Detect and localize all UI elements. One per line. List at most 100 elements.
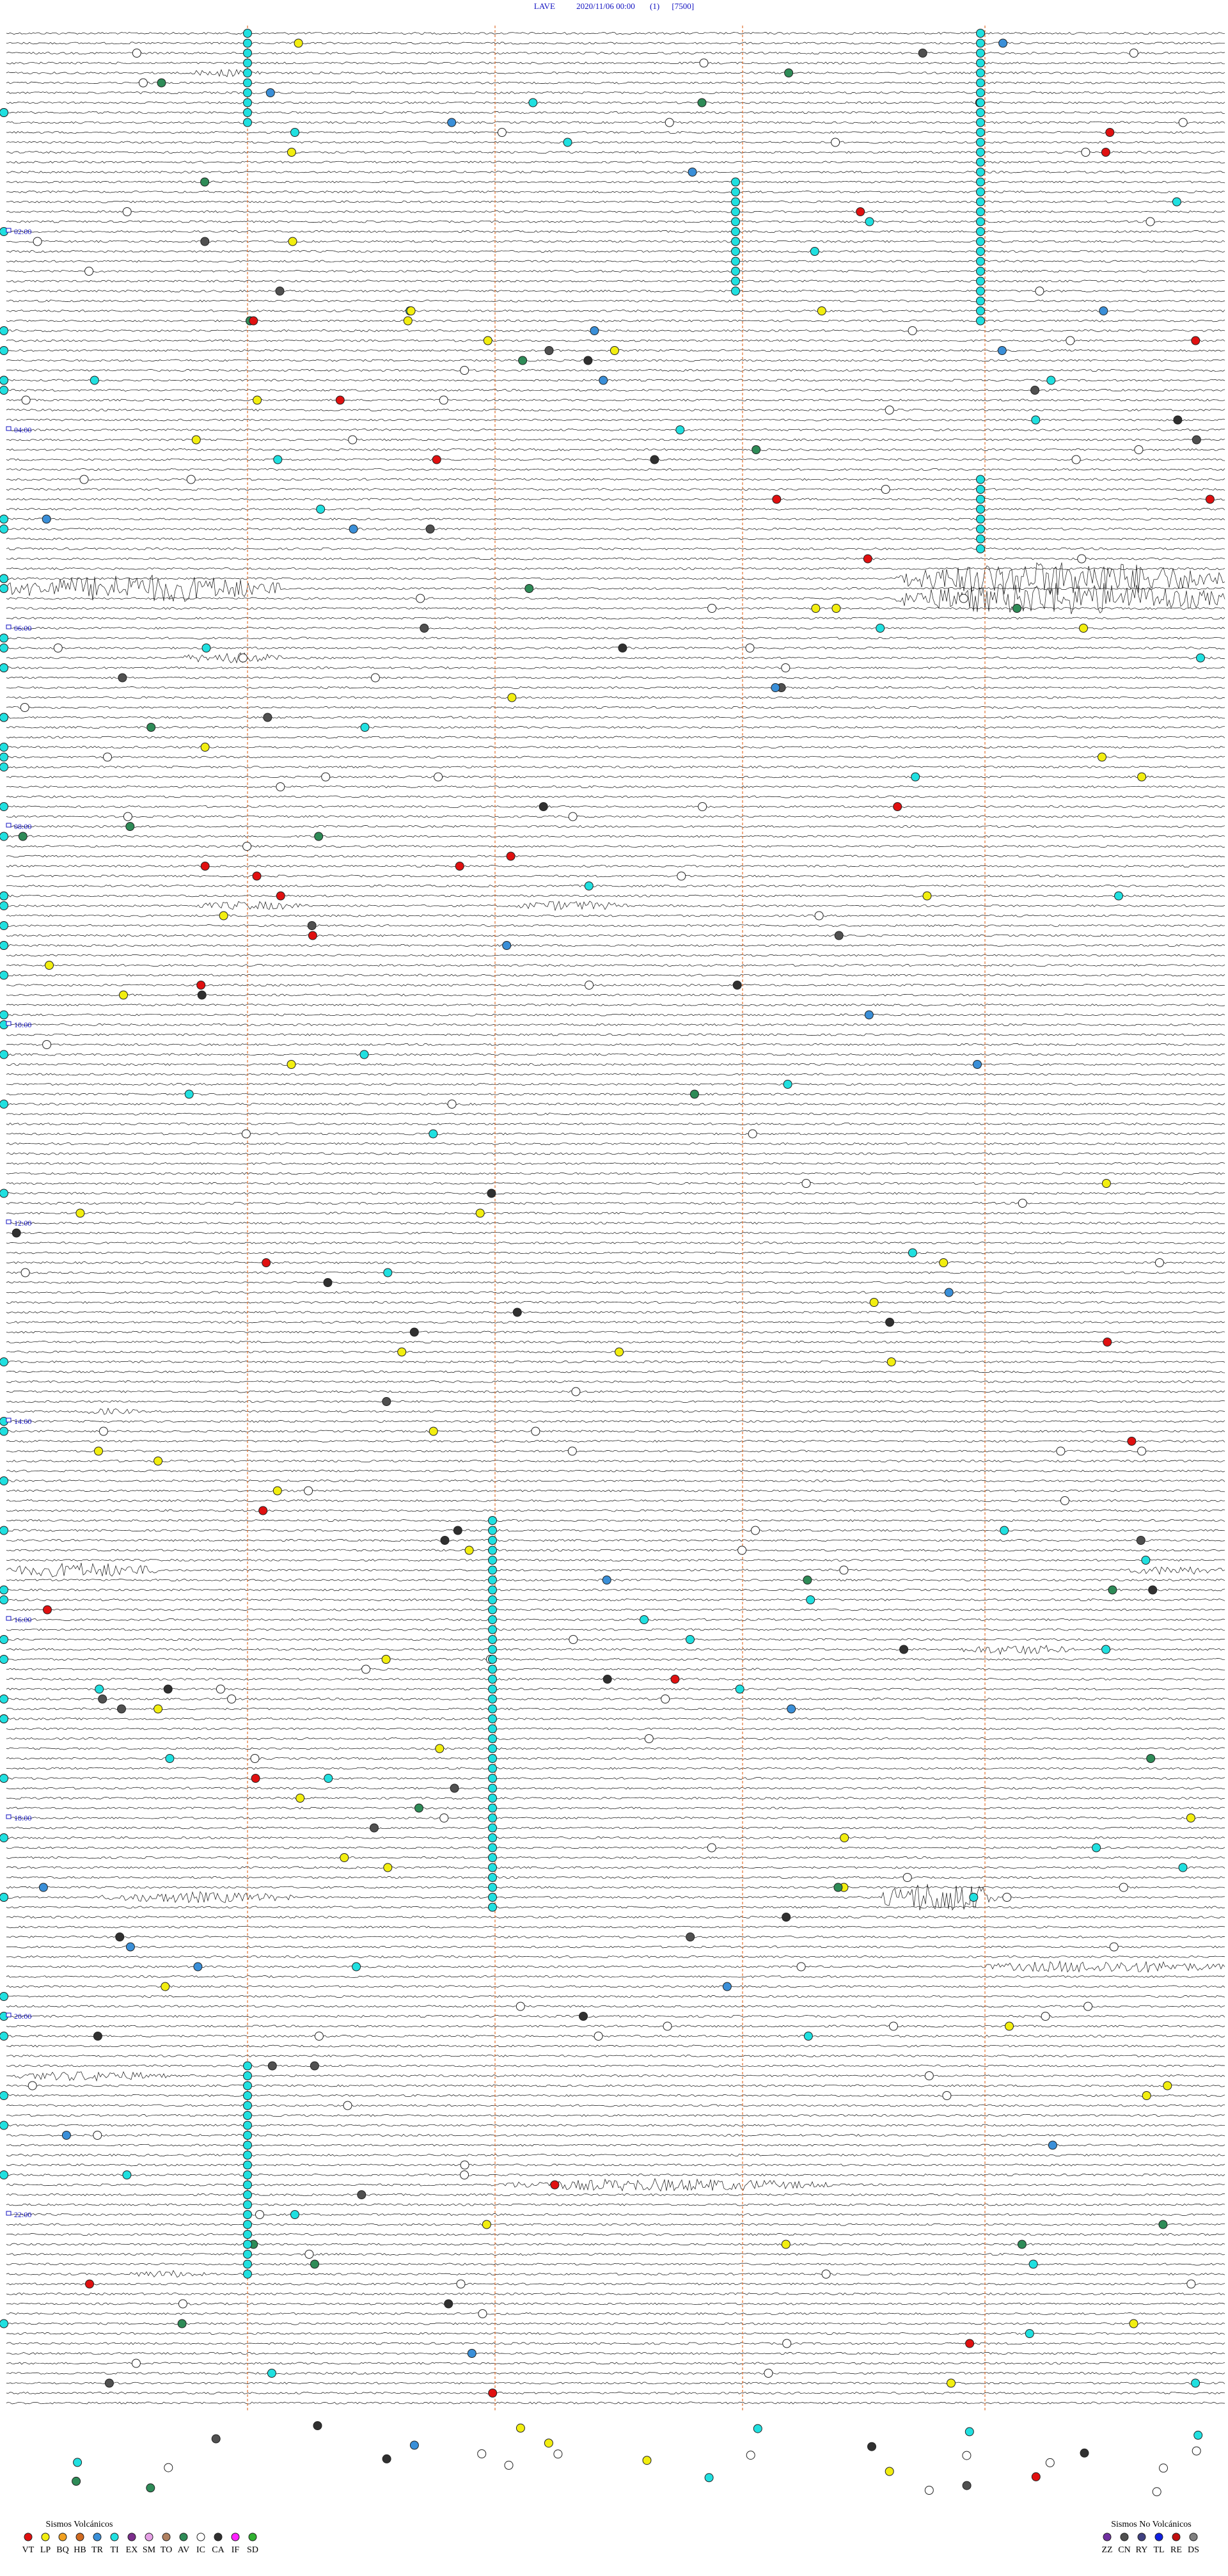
event-marker [516, 2423, 525, 2433]
event-marker [584, 881, 594, 890]
trace [6, 557, 1225, 560]
event-marker [243, 2160, 252, 2170]
event-marker [869, 1298, 879, 1307]
trace [6, 2094, 1225, 2098]
trace [6, 1776, 1225, 1780]
event-marker [477, 2449, 487, 2458]
event-marker [323, 1278, 333, 1287]
trace [6, 1638, 1225, 1641]
legend-swatch [1172, 2533, 1181, 2541]
trace [6, 2124, 1225, 2127]
event-marker [0, 1526, 8, 1535]
event-marker [243, 2259, 252, 2269]
event-marker [447, 1100, 457, 1109]
event-marker [976, 68, 985, 77]
event-marker [0, 832, 8, 841]
event-marker [95, 1684, 104, 1694]
trace [6, 1093, 1225, 1096]
trace [6, 2203, 1225, 2206]
event-marker [276, 891, 285, 901]
trace [6, 2025, 1225, 2028]
event-marker [75, 1208, 85, 1218]
trace [6, 894, 1225, 897]
trace [6, 1906, 1225, 1909]
legend-code: ZZ [1101, 2545, 1112, 2555]
event-marker [821, 2270, 831, 2279]
trace [6, 825, 1225, 828]
trace [6, 1995, 1225, 1998]
trace [6, 1469, 1225, 1473]
event-marker [488, 1803, 497, 1813]
event-marker [0, 514, 8, 524]
event-marker [20, 703, 29, 712]
event-marker [324, 1774, 333, 1783]
channel: (1) [650, 1, 659, 11]
trace [6, 1320, 1225, 1324]
event-marker [1080, 2448, 1089, 2458]
event-marker [265, 88, 275, 97]
legend-swatch [1189, 2533, 1198, 2541]
event-marker [429, 1129, 438, 1139]
trace [6, 230, 1225, 233]
event-marker [434, 772, 443, 782]
event-marker [1173, 415, 1183, 425]
trace [6, 289, 1225, 293]
event-marker [707, 1843, 716, 1853]
trace [6, 329, 1225, 333]
event-marker [61, 2131, 71, 2140]
event-marker [488, 1615, 497, 1624]
event-marker [200, 862, 210, 871]
trace [6, 448, 1225, 452]
event-marker [1099, 306, 1108, 315]
trace [6, 1407, 1225, 1415]
trace [6, 1856, 1225, 1860]
event-marker [79, 475, 89, 484]
event-marker [125, 822, 135, 831]
event-marker [98, 1426, 108, 1436]
event-marker [381, 1655, 391, 1664]
event-marker [440, 1536, 450, 1545]
trace [6, 1400, 1225, 1403]
event-marker [33, 237, 42, 246]
event-marker [976, 148, 985, 157]
event-marker [567, 1446, 577, 1456]
event-marker [0, 326, 8, 335]
event-marker [146, 2483, 155, 2493]
trace [6, 562, 1225, 596]
event-marker [488, 1744, 497, 1753]
event-marker [243, 2121, 252, 2130]
event-marker [976, 494, 985, 504]
event-marker [460, 2160, 469, 2170]
trace [6, 1727, 1225, 1730]
event-marker [42, 1040, 52, 1049]
event-marker [0, 2091, 8, 2100]
trace [6, 1003, 1225, 1007]
event-marker [290, 128, 299, 137]
trace [6, 161, 1225, 164]
event-marker [976, 475, 985, 484]
legend-code: EX [126, 2545, 138, 2555]
event-marker [397, 1347, 407, 1357]
trace [6, 844, 1225, 848]
event-marker [200, 743, 210, 752]
legend-swatch [145, 2533, 154, 2541]
trace [6, 636, 1225, 640]
event-marker [119, 990, 128, 1000]
event-marker [488, 1863, 497, 1872]
event-marker [840, 1833, 849, 1842]
legend-swatch [58, 2533, 67, 2541]
time-box [6, 823, 12, 828]
event-marker [243, 2270, 252, 2279]
trace [6, 1668, 1225, 1671]
trace [6, 2292, 1225, 2296]
event-marker [243, 2061, 252, 2071]
event-marker [997, 346, 1007, 355]
event-marker [243, 2081, 252, 2090]
trace [6, 42, 1225, 45]
event-marker [737, 1545, 747, 1555]
trace [6, 1340, 1225, 1344]
event-marker [0, 901, 8, 910]
trace [6, 1192, 1225, 1195]
legend-swatch [179, 2533, 188, 2541]
trace [6, 1563, 1225, 1577]
